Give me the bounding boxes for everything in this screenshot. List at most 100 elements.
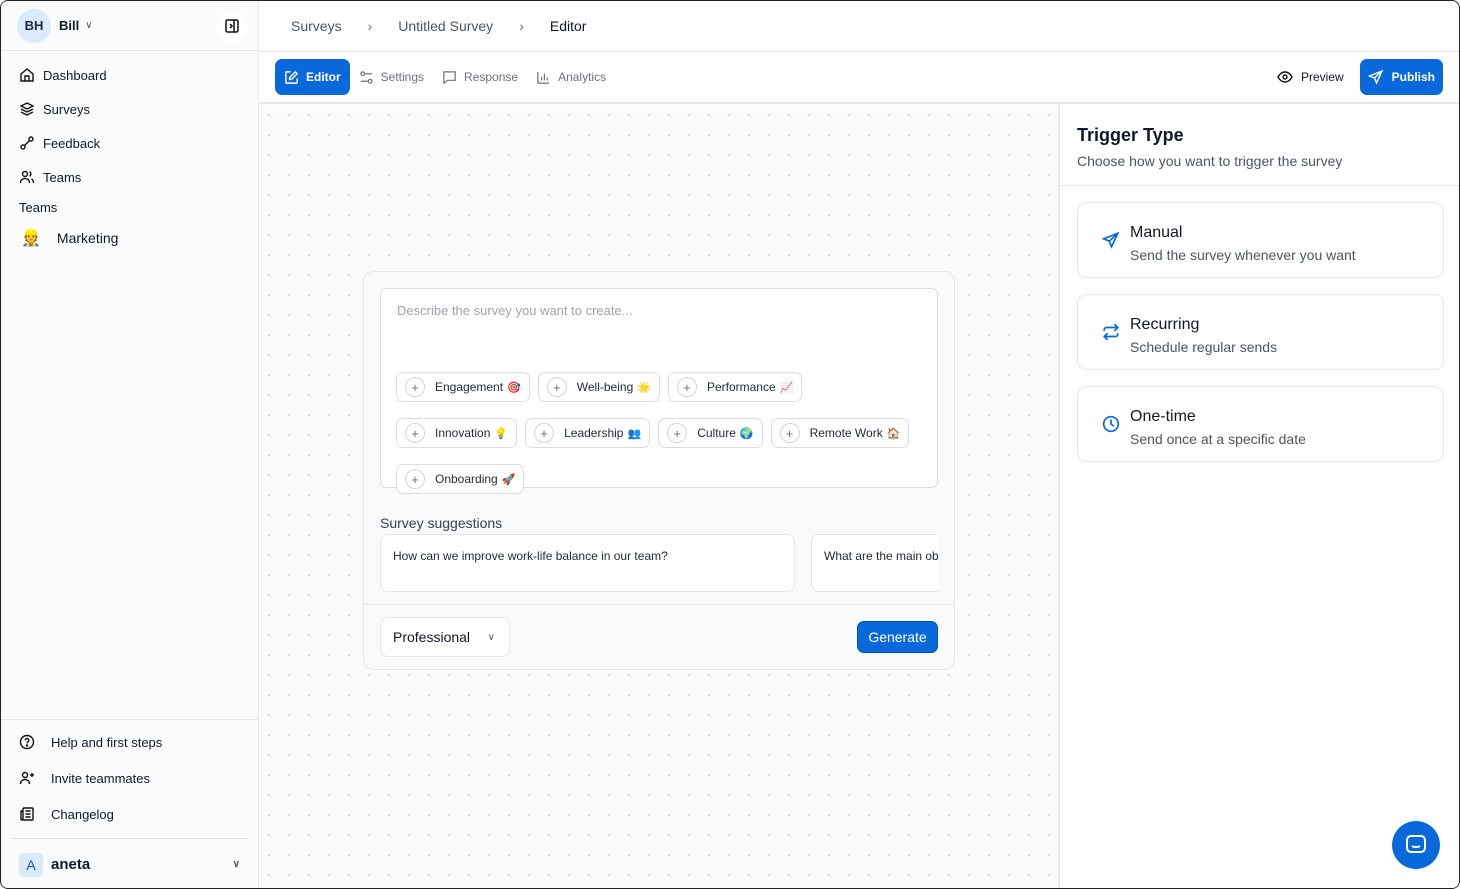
edit-icon bbox=[285, 70, 299, 84]
plus-icon: + bbox=[405, 423, 425, 443]
plus-icon: + bbox=[546, 377, 567, 397]
chip-leadership[interactable]: + Leadership 👥 bbox=[525, 418, 651, 448]
plus-icon: + bbox=[779, 423, 800, 443]
team-marketing[interactable]: 👷 Marketing bbox=[1, 221, 258, 255]
invite-label: Invite teammates bbox=[51, 770, 150, 786]
chip-emoji: 🎯 bbox=[507, 381, 521, 394]
nav-label: Dashboard bbox=[43, 67, 107, 83]
breadcrumb-current: Editor bbox=[549, 18, 587, 34]
users-icon bbox=[19, 170, 35, 184]
chip-label: Remote Work bbox=[809, 426, 883, 440]
chip-innovation[interactable]: + Innovation 💡 bbox=[396, 418, 518, 448]
tab-editor[interactable]: Editor bbox=[275, 59, 350, 95]
chip-emoji: 🏠 bbox=[886, 427, 901, 440]
chip-label: Innovation bbox=[435, 426, 491, 440]
chip-emoji: 🌟 bbox=[637, 381, 651, 394]
sidebar-footer: Help and first steps Invite teammates Ch… bbox=[1, 719, 258, 888]
sliders-icon bbox=[359, 70, 373, 84]
breadcrumb-surveys[interactable]: Surveys bbox=[291, 18, 342, 34]
user-menu[interactable]: Bill bbox=[59, 18, 80, 33]
chevron-down-icon[interactable]: ∨ bbox=[85, 20, 93, 31]
user-avatar[interactable]: BH bbox=[17, 8, 51, 43]
chip-performance[interactable]: + Performance 📈 bbox=[667, 372, 803, 402]
changelog-label: Changelog bbox=[51, 806, 114, 822]
chip-label: Engagement bbox=[435, 380, 504, 394]
trigger-option-one-time[interactable]: One-time Send once at a specific date bbox=[1077, 386, 1444, 462]
nav-dashboard[interactable]: Dashboard bbox=[1, 58, 258, 92]
publish-label: Publish bbox=[1391, 70, 1435, 84]
chip-culture[interactable]: + Culture 🌍 bbox=[658, 418, 763, 448]
preview-label: Preview bbox=[1300, 70, 1344, 84]
chip-label: Well-being bbox=[576, 380, 634, 394]
panel-title: Trigger Type bbox=[1077, 125, 1184, 145]
plus-icon: + bbox=[534, 423, 555, 443]
nav-surveys[interactable]: Surveys bbox=[1, 92, 258, 126]
nav-feedback[interactable]: Feedback bbox=[1, 126, 258, 160]
preview-button[interactable]: Preview bbox=[1277, 69, 1344, 85]
option-title: Manual bbox=[1130, 224, 1183, 241]
plus-icon: + bbox=[676, 377, 697, 397]
survey-description-input[interactable]: Describe the survey you want to create..… bbox=[380, 288, 938, 494]
help-circle-icon bbox=[19, 734, 35, 750]
chip-emoji: 👥 bbox=[627, 427, 642, 440]
trigger-panel: Trigger Type Choose how you want to trig… bbox=[1061, 105, 1459, 888]
chip-engagement[interactable]: + Engagement 🎯 bbox=[396, 372, 530, 402]
layers-icon bbox=[19, 102, 35, 116]
divider bbox=[364, 604, 954, 605]
nav-label: Feedback bbox=[43, 135, 101, 151]
trigger-option-recurring[interactable]: Recurring Schedule regular sends bbox=[1077, 294, 1444, 370]
nav-label: Teams bbox=[43, 169, 82, 185]
tab-response[interactable]: Response bbox=[433, 59, 527, 95]
message-icon bbox=[443, 70, 456, 84]
chip-emoji: 📈 bbox=[779, 381, 794, 394]
suggestion-card[interactable]: How can we improve work-life balance in … bbox=[380, 534, 795, 592]
account-avatar: A bbox=[19, 852, 43, 877]
plus-icon: + bbox=[667, 423, 688, 443]
tab-label: Response bbox=[464, 70, 519, 84]
send-icon bbox=[1102, 231, 1120, 249]
suggestion-card[interactable]: What are the main ob bbox=[811, 534, 938, 592]
chevron-right-icon: › bbox=[367, 18, 373, 34]
generate-button[interactable]: Generate bbox=[857, 621, 938, 653]
help-label: Help and first steps bbox=[51, 734, 163, 750]
chip-onboarding[interactable]: + Onboarding 🚀 bbox=[396, 464, 525, 494]
collapse-sidebar-button[interactable] bbox=[216, 10, 248, 42]
chip-emoji: 💡 bbox=[494, 427, 509, 440]
nav-teams[interactable]: Teams bbox=[1, 160, 258, 194]
chevron-down-icon: ∨ bbox=[232, 859, 240, 870]
option-title: Recurring bbox=[1130, 316, 1200, 333]
publish-button[interactable]: Publish bbox=[1359, 59, 1443, 95]
tab-analytics[interactable]: Analytics bbox=[527, 59, 615, 95]
chip-remote-work[interactable]: + Remote Work 🏠 bbox=[770, 418, 910, 448]
tab-settings[interactable]: Settings bbox=[350, 59, 433, 95]
breadcrumb-survey[interactable]: Untitled Survey bbox=[398, 18, 494, 34]
panel-subtitle: Choose how you want to trigger the surve… bbox=[1077, 153, 1343, 169]
nav-label: Surveys bbox=[43, 101, 90, 117]
chat-icon bbox=[1406, 835, 1426, 853]
option-desc: Send the survey whenever you want bbox=[1130, 247, 1356, 263]
workspace-header: BH Bill ∨ bbox=[1, 1, 258, 51]
eye-icon bbox=[1277, 71, 1293, 83]
support-chat-button[interactable] bbox=[1392, 821, 1440, 869]
topic-chips: + Engagement 🎯 + Well-being 🌟 + Performance 📈 … bbox=[396, 372, 936, 494]
breadcrumb: Surveys › Untitled Survey › Editor bbox=[259, 1, 1459, 52]
survey-composer: Describe the survey you want to create..… bbox=[363, 271, 955, 670]
option-title: One-time bbox=[1130, 408, 1196, 425]
clock-icon bbox=[1102, 415, 1120, 433]
sidebar: BH Bill ∨ Dashboard Surveys Feedback Tea… bbox=[1, 1, 259, 888]
chip-emoji: 🚀 bbox=[501, 473, 516, 486]
user-plus-icon bbox=[19, 771, 34, 785]
changelog-link[interactable]: Changelog bbox=[1, 796, 258, 832]
help-link[interactable]: Help and first steps bbox=[1, 724, 258, 760]
invite-link[interactable]: Invite teammates bbox=[1, 760, 258, 796]
chip-label: Leadership bbox=[564, 426, 624, 440]
placeholder-text: Describe the survey you want to create..… bbox=[397, 303, 633, 318]
team-label: Marketing bbox=[56, 230, 119, 246]
tone-select[interactable]: Professional ∨ bbox=[380, 617, 510, 657]
account-switcher[interactable]: A aneta ∨ bbox=[11, 838, 248, 888]
chip-well-being[interactable]: + Well-being 🌟 bbox=[537, 372, 660, 402]
option-desc: Schedule regular sends bbox=[1130, 339, 1278, 355]
trigger-option-manual[interactable]: Manual Send the survey whenever you want bbox=[1077, 202, 1444, 278]
chip-label: Culture bbox=[697, 426, 736, 440]
